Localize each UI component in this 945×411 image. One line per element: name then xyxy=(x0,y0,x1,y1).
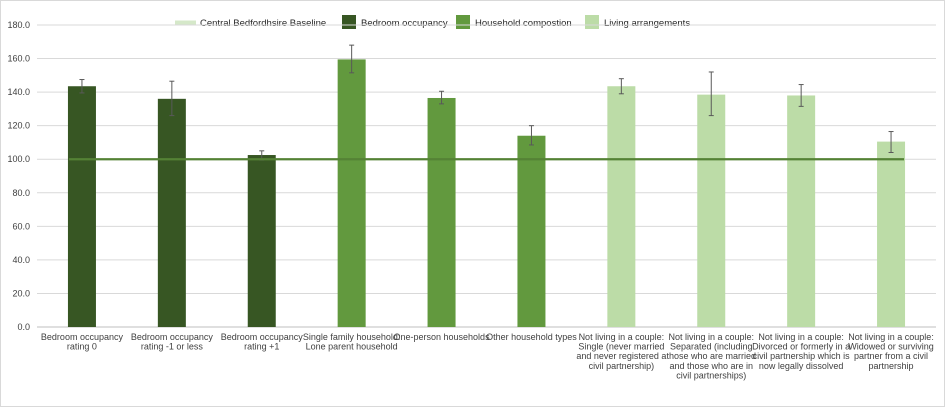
category-label-line: Not living in a couple: xyxy=(579,332,665,342)
legend-label: Bedroom occupancy xyxy=(361,18,448,29)
category-label-line: Separated (including xyxy=(670,342,753,352)
error-bars xyxy=(79,44,894,161)
category-label-line: Not living in a couple: xyxy=(758,332,844,342)
legend-label: Central Bedfordhsire Baseline xyxy=(200,18,326,29)
category-label: Bedroom occupancy rating 0 xyxy=(41,332,124,352)
bar xyxy=(427,97,456,327)
category-label-line: Bedroom occupancy xyxy=(221,332,304,342)
category-label-line: civil partnerships) xyxy=(676,370,746,380)
category-label-line: Divorced or formerly in a xyxy=(752,342,850,352)
category-label-line: and never registered a xyxy=(576,351,666,361)
category-label-line: Not living in a couple: xyxy=(668,332,754,342)
category-label: Not living in a couple: Separated (includ… xyxy=(666,332,756,380)
legend-label: Household compostion xyxy=(475,18,572,29)
category-label: Not living in a couple: Divorced or forme… xyxy=(752,332,850,371)
category-label-line: Widowed or surviving xyxy=(848,342,934,352)
bar xyxy=(697,94,726,327)
bar xyxy=(517,135,546,327)
category-label-line: Single (never married xyxy=(578,342,664,352)
category-label-line: civil partnership which is xyxy=(753,351,851,361)
category-label: Bedroom occupancy rating +1 xyxy=(221,332,304,352)
category-label-line: those who are married xyxy=(666,351,756,361)
y-tick-label: 80.0 xyxy=(12,188,30,198)
bar xyxy=(157,98,186,327)
category-label-line: Single family household: xyxy=(303,332,401,342)
category-label-line: Bedroom occupancy xyxy=(41,332,124,342)
y-axis: 0.0 20.0 40.0 60.0 80.0 100.0 120.0 140.0 160.0 1… xyxy=(7,20,30,332)
legend: Central Bedfordhsire Baseline Bedroom occ… xyxy=(175,15,690,29)
legend-swatch xyxy=(456,15,470,29)
legend-label: Living arrangements xyxy=(604,18,690,29)
y-tick-label: 100.0 xyxy=(7,154,30,164)
category-label: Not living in a couple: Widowed or surviv… xyxy=(848,332,934,371)
category-label-line: now legally dissolved xyxy=(759,361,844,371)
bars xyxy=(67,59,906,328)
category-label: Other household types xyxy=(486,332,577,342)
category-label-line: partnership xyxy=(869,361,914,371)
bar xyxy=(337,59,366,328)
bar xyxy=(877,141,906,327)
category-label: Not living in a couple: Single (never mar… xyxy=(576,332,666,371)
category-label-line: partner from a civil xyxy=(854,351,928,361)
legend-swatch xyxy=(585,15,599,29)
y-tick-label: 140.0 xyxy=(7,87,30,97)
y-tick-label: 0.0 xyxy=(17,322,30,332)
category-label: Bedroom occupancy rating -1 or less xyxy=(131,332,214,352)
category-label-line: rating +1 xyxy=(244,342,279,352)
y-tick-label: 160.0 xyxy=(7,54,30,64)
category-label-line: and those who are in xyxy=(669,361,753,371)
y-tick-label: 20.0 xyxy=(12,288,30,298)
legend-swatch xyxy=(175,20,196,25)
bar xyxy=(247,155,276,327)
bar xyxy=(787,95,816,327)
category-label-line: One-person households xyxy=(394,332,491,342)
category-label-line: Not living in a couple: xyxy=(848,332,934,342)
y-tick-label: 120.0 xyxy=(7,121,30,131)
bar xyxy=(607,86,636,327)
category-label-line: Lone parent household xyxy=(306,342,398,352)
bar xyxy=(67,86,96,327)
category-label-line: rating 0 xyxy=(67,342,97,352)
category-label-line: Other household types xyxy=(486,332,577,342)
category-label-line: Bedroom occupancy xyxy=(131,332,214,342)
category-label-line: civil partnership) xyxy=(589,361,655,371)
y-tick-label: 60.0 xyxy=(12,221,30,231)
category-label: One-person households xyxy=(394,332,491,342)
category-label-line: rating -1 or less xyxy=(141,342,204,352)
y-tick-label: 40.0 xyxy=(12,255,30,265)
legend-swatch xyxy=(342,15,356,29)
category-label: Single family household: Lone parent hous… xyxy=(303,332,401,352)
y-tick-label: 180.0 xyxy=(7,20,30,30)
